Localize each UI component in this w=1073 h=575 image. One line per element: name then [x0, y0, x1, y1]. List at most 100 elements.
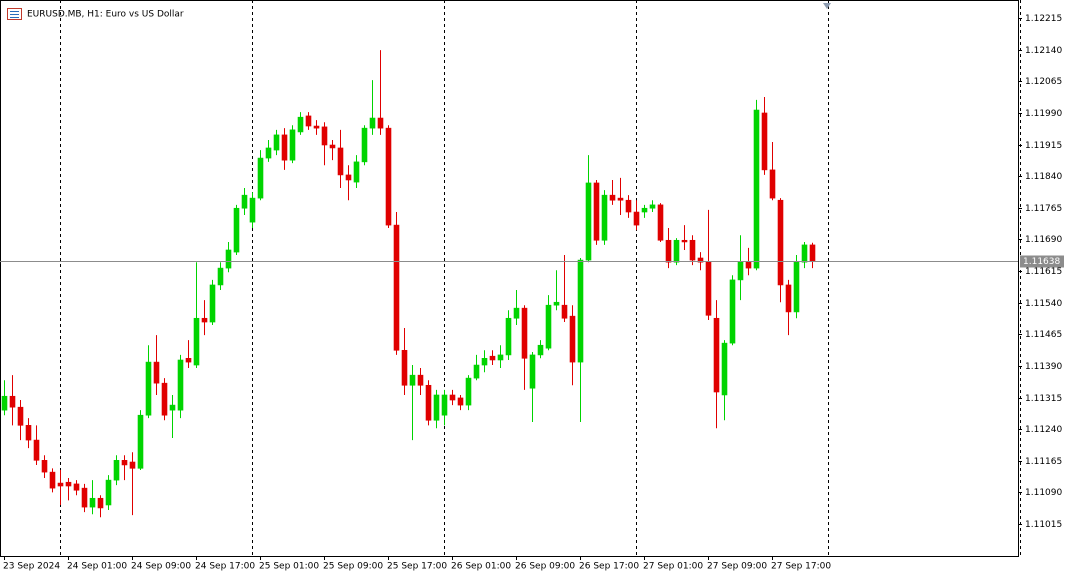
candle-body — [657, 204, 664, 241]
candle-body — [393, 224, 400, 351]
candle-body — [161, 382, 168, 416]
y-tick-label: 1.11840 — [1025, 172, 1062, 182]
candle-body — [313, 125, 320, 129]
candle-body — [449, 394, 456, 401]
candle-body — [593, 182, 600, 241]
candle-body — [41, 460, 48, 473]
day-separators — [60, 0, 1021, 556]
candle-body — [513, 307, 520, 319]
candle-body — [353, 161, 360, 183]
candle-body — [681, 239, 688, 243]
y-tick-label: 1.11465 — [1025, 330, 1062, 340]
candle-body — [289, 129, 296, 161]
chart-title: EURUSD.MB, H1: Euro vs US Dollar — [27, 10, 184, 20]
candle-body — [529, 354, 536, 389]
candle-body — [257, 157, 264, 199]
candle-body — [1, 395, 8, 411]
candle-body — [105, 479, 112, 506]
candle-body — [705, 261, 712, 316]
candle-body — [153, 361, 160, 384]
candle-body — [369, 117, 376, 129]
candle-body — [561, 304, 568, 319]
candle-body — [129, 461, 136, 469]
plot-frame — [0, 0, 1019, 557]
candle-body — [185, 358, 192, 363]
y-tick-label: 1.11390 — [1025, 362, 1062, 372]
y-tick-label: 1.11315 — [1025, 394, 1062, 404]
candle-body — [265, 147, 272, 159]
candle-body — [201, 317, 208, 323]
x-tick-label: 26 Sep 01:00 — [451, 562, 511, 572]
candle-body — [361, 127, 368, 163]
x-tick-label: 23 Sep 2024 — [3, 562, 60, 572]
candle-body — [585, 182, 592, 261]
candle-body — [89, 497, 96, 508]
candle-body — [617, 197, 624, 201]
shift-marker — [823, 3, 831, 9]
last-price-label: 1.11638 — [1023, 257, 1060, 267]
candle-body — [729, 279, 736, 344]
candle-body — [273, 134, 280, 151]
candle-body — [25, 425, 32, 441]
candle-body — [665, 239, 672, 263]
candle-body — [177, 359, 184, 411]
candle-body — [689, 239, 696, 261]
candle-body — [505, 317, 512, 356]
candle-body — [281, 134, 288, 161]
candle-body — [145, 361, 152, 416]
candle-body — [249, 197, 256, 223]
candle-body — [401, 349, 408, 386]
candle-body — [737, 261, 744, 281]
candle-body — [97, 497, 104, 509]
candle-body — [409, 374, 416, 386]
candle-body — [305, 115, 312, 127]
last-price-box — [1020, 255, 1064, 268]
y-tick-label: 1.12065 — [1025, 77, 1062, 87]
candle-body — [65, 481, 72, 487]
x-tick-label: 27 Sep 17:00 — [771, 562, 831, 572]
candle-body — [241, 194, 248, 209]
candle-body — [641, 207, 648, 213]
y-tick-label: 1.11540 — [1025, 299, 1062, 309]
candle-body — [673, 239, 680, 263]
candle-body — [113, 460, 120, 481]
y-tick-label: 1.11165 — [1025, 457, 1062, 467]
candle-body — [225, 249, 232, 269]
candle-body — [377, 117, 384, 129]
candle-body — [649, 204, 656, 209]
candle-body — [537, 344, 544, 356]
y-tick-label: 1.11090 — [1025, 488, 1062, 498]
candle-body — [385, 127, 392, 226]
x-tick-label: 24 Sep 01:00 — [67, 562, 127, 572]
y-tick-label: 1.12140 — [1025, 46, 1062, 56]
candle-body — [745, 261, 752, 269]
candle-body — [721, 342, 728, 396]
candle-body — [17, 406, 24, 426]
y-tick-label: 1.11015 — [1025, 520, 1062, 530]
candle-body — [441, 394, 448, 416]
candle-body — [777, 199, 784, 286]
candle-body — [81, 487, 88, 508]
candle-body — [481, 358, 488, 366]
y-tick-label: 1.11615 — [1025, 267, 1062, 277]
candle-body — [801, 244, 808, 263]
candle-body — [9, 395, 16, 408]
candle-body — [761, 112, 768, 171]
candle-body — [609, 194, 616, 201]
candle-body — [713, 317, 720, 393]
candles — [1, 50, 816, 518]
candle-body — [345, 174, 352, 181]
candle-body — [577, 259, 584, 363]
candle-body — [169, 404, 176, 411]
candle-body — [601, 194, 608, 241]
candle-body — [425, 384, 432, 421]
x-tick-label: 24 Sep 17:00 — [195, 562, 255, 572]
candle-body — [33, 439, 40, 461]
candle-body — [209, 284, 216, 323]
symbol-icon — [7, 8, 22, 20]
x-tick-label: 25 Sep 01:00 — [259, 562, 319, 572]
candle-body — [545, 304, 552, 349]
